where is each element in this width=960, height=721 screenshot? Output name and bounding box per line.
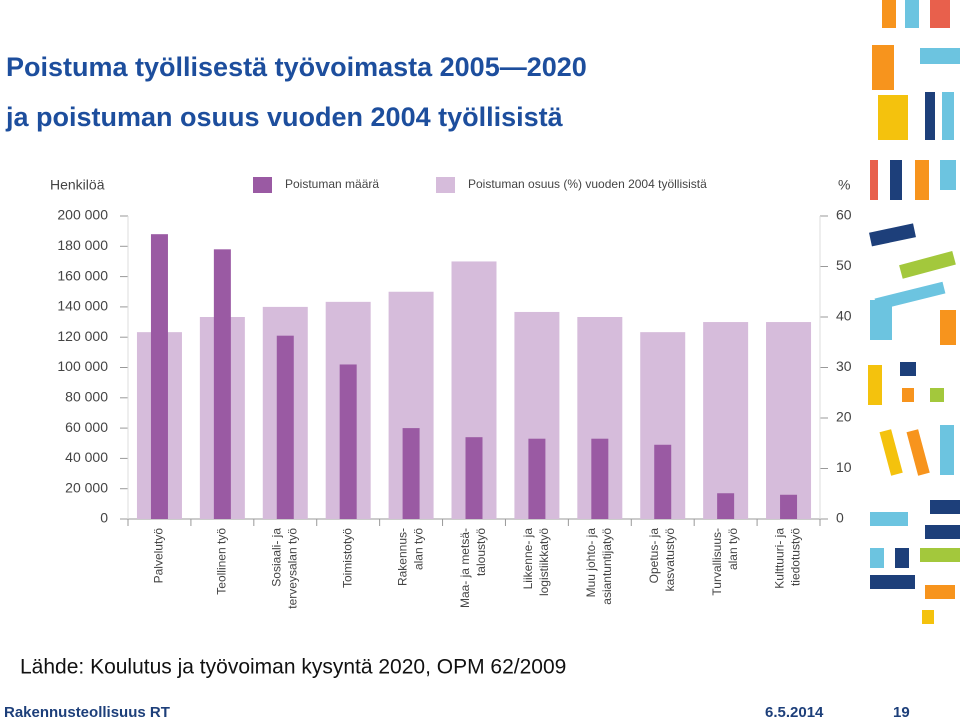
y-axis-label: Henkilöä xyxy=(50,177,105,193)
legend-swatch xyxy=(436,177,455,193)
y2-axis-label: % xyxy=(838,177,850,193)
bar xyxy=(717,493,735,519)
x-tick-label: Sosiaali- ja xyxy=(269,528,283,587)
y-tick-label: 100 000 xyxy=(57,358,108,374)
x-tick-label: alan työ xyxy=(726,528,740,570)
x-tick-label: kasvatustyö xyxy=(663,528,677,592)
bar xyxy=(150,234,168,519)
bar xyxy=(766,322,812,519)
bar xyxy=(465,437,483,519)
decoration xyxy=(868,0,960,624)
footer-page: 19 xyxy=(893,704,910,721)
x-tick-label: Maa- ja metsä- xyxy=(458,528,472,608)
bar xyxy=(276,335,294,519)
footer-date: 6.5.2014 xyxy=(765,704,824,721)
x-tick-label: alan työ xyxy=(411,528,425,570)
y2-tick-label: 60 xyxy=(836,207,852,223)
bar xyxy=(654,444,672,519)
x-tick-label: tiedotustyö xyxy=(789,528,803,586)
y-tick-label: 140 000 xyxy=(57,298,108,314)
y2-tick-label: 30 xyxy=(836,358,852,374)
y-tick-label: 60 000 xyxy=(65,419,108,435)
x-tick-label: asiantuntijatyö xyxy=(600,528,614,605)
x-tick-label: terveysalan työ xyxy=(285,528,299,609)
x-tick-label: Liikenne- ja xyxy=(521,528,535,590)
legend-label: Poistuman osuus (%) vuoden 2004 työllisi… xyxy=(468,177,707,191)
legend-swatch xyxy=(253,177,272,193)
y2-tick-label: 20 xyxy=(836,409,852,425)
y2-tick-label: 10 xyxy=(836,459,852,475)
x-tick-label: taloustyö xyxy=(474,528,488,576)
y2-tick-label: 50 xyxy=(836,257,852,273)
y-tick-label: 160 000 xyxy=(57,267,108,283)
y-tick-label: 200 000 xyxy=(57,207,108,223)
y-tick-label: 80 000 xyxy=(65,389,108,405)
x-tick-label: Toimistotyö xyxy=(340,528,354,588)
title-line: Poistuma työllisestä työvoimasta 2005—20… xyxy=(6,52,587,82)
bar xyxy=(591,438,609,519)
footer-org: Rakennusteollisuus RT xyxy=(4,704,170,721)
x-tick-label: Opetus- ja xyxy=(647,528,661,584)
x-tick-label: Palvelutyö xyxy=(152,528,166,584)
bar xyxy=(339,364,357,519)
x-tick-label: Teollinen työ xyxy=(215,528,229,595)
bar xyxy=(402,428,420,519)
bar xyxy=(528,438,546,519)
source: Lähde: Koulutus ja työvoiman kysyntä 202… xyxy=(20,656,566,679)
x-tick-label: Turvallisuus- xyxy=(710,528,724,596)
bar xyxy=(780,494,798,519)
title-line: ja poistuman osuus vuoden 2004 työllisis… xyxy=(5,102,564,132)
x-tick-label: Kulttuuri- ja xyxy=(773,528,787,589)
bar xyxy=(703,322,749,519)
y-tick-label: 40 000 xyxy=(65,449,108,465)
y2-tick-label: 40 xyxy=(836,308,852,324)
y-tick-label: 0 xyxy=(100,510,108,526)
y2-tick-label: 0 xyxy=(836,510,844,526)
y-tick-label: 180 000 xyxy=(57,237,108,253)
bar xyxy=(213,249,231,519)
y-tick-label: 120 000 xyxy=(57,328,108,344)
y-tick-label: 20 000 xyxy=(65,479,108,495)
x-tick-label: Muu johto- ja xyxy=(584,528,598,598)
legend-label: Poistuman määrä xyxy=(285,177,379,191)
x-tick-label: logistiikkatyö xyxy=(537,528,551,596)
x-tick-label: Rakennus- xyxy=(395,528,409,586)
